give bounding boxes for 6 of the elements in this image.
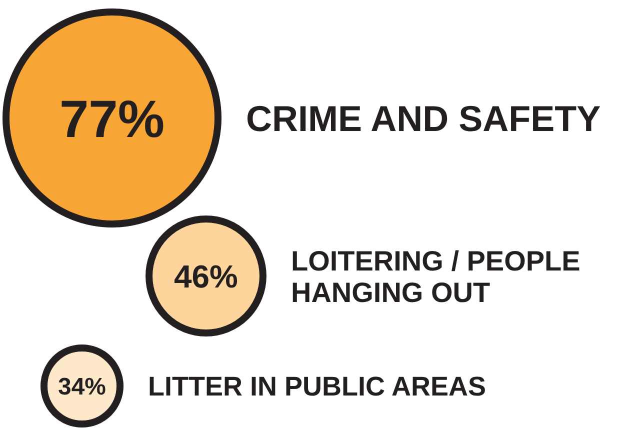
category-label: CRIME AND SAFETY	[246, 98, 601, 139]
category-label: LITTER IN PUBLIC AREAS	[148, 372, 486, 402]
data-label: 46%	[174, 258, 238, 294]
data-label: 77%	[59, 90, 165, 149]
category-label: LOITERING / PEOPLE HANGING OUT	[290, 245, 580, 308]
data-label: 34%	[58, 374, 106, 401]
